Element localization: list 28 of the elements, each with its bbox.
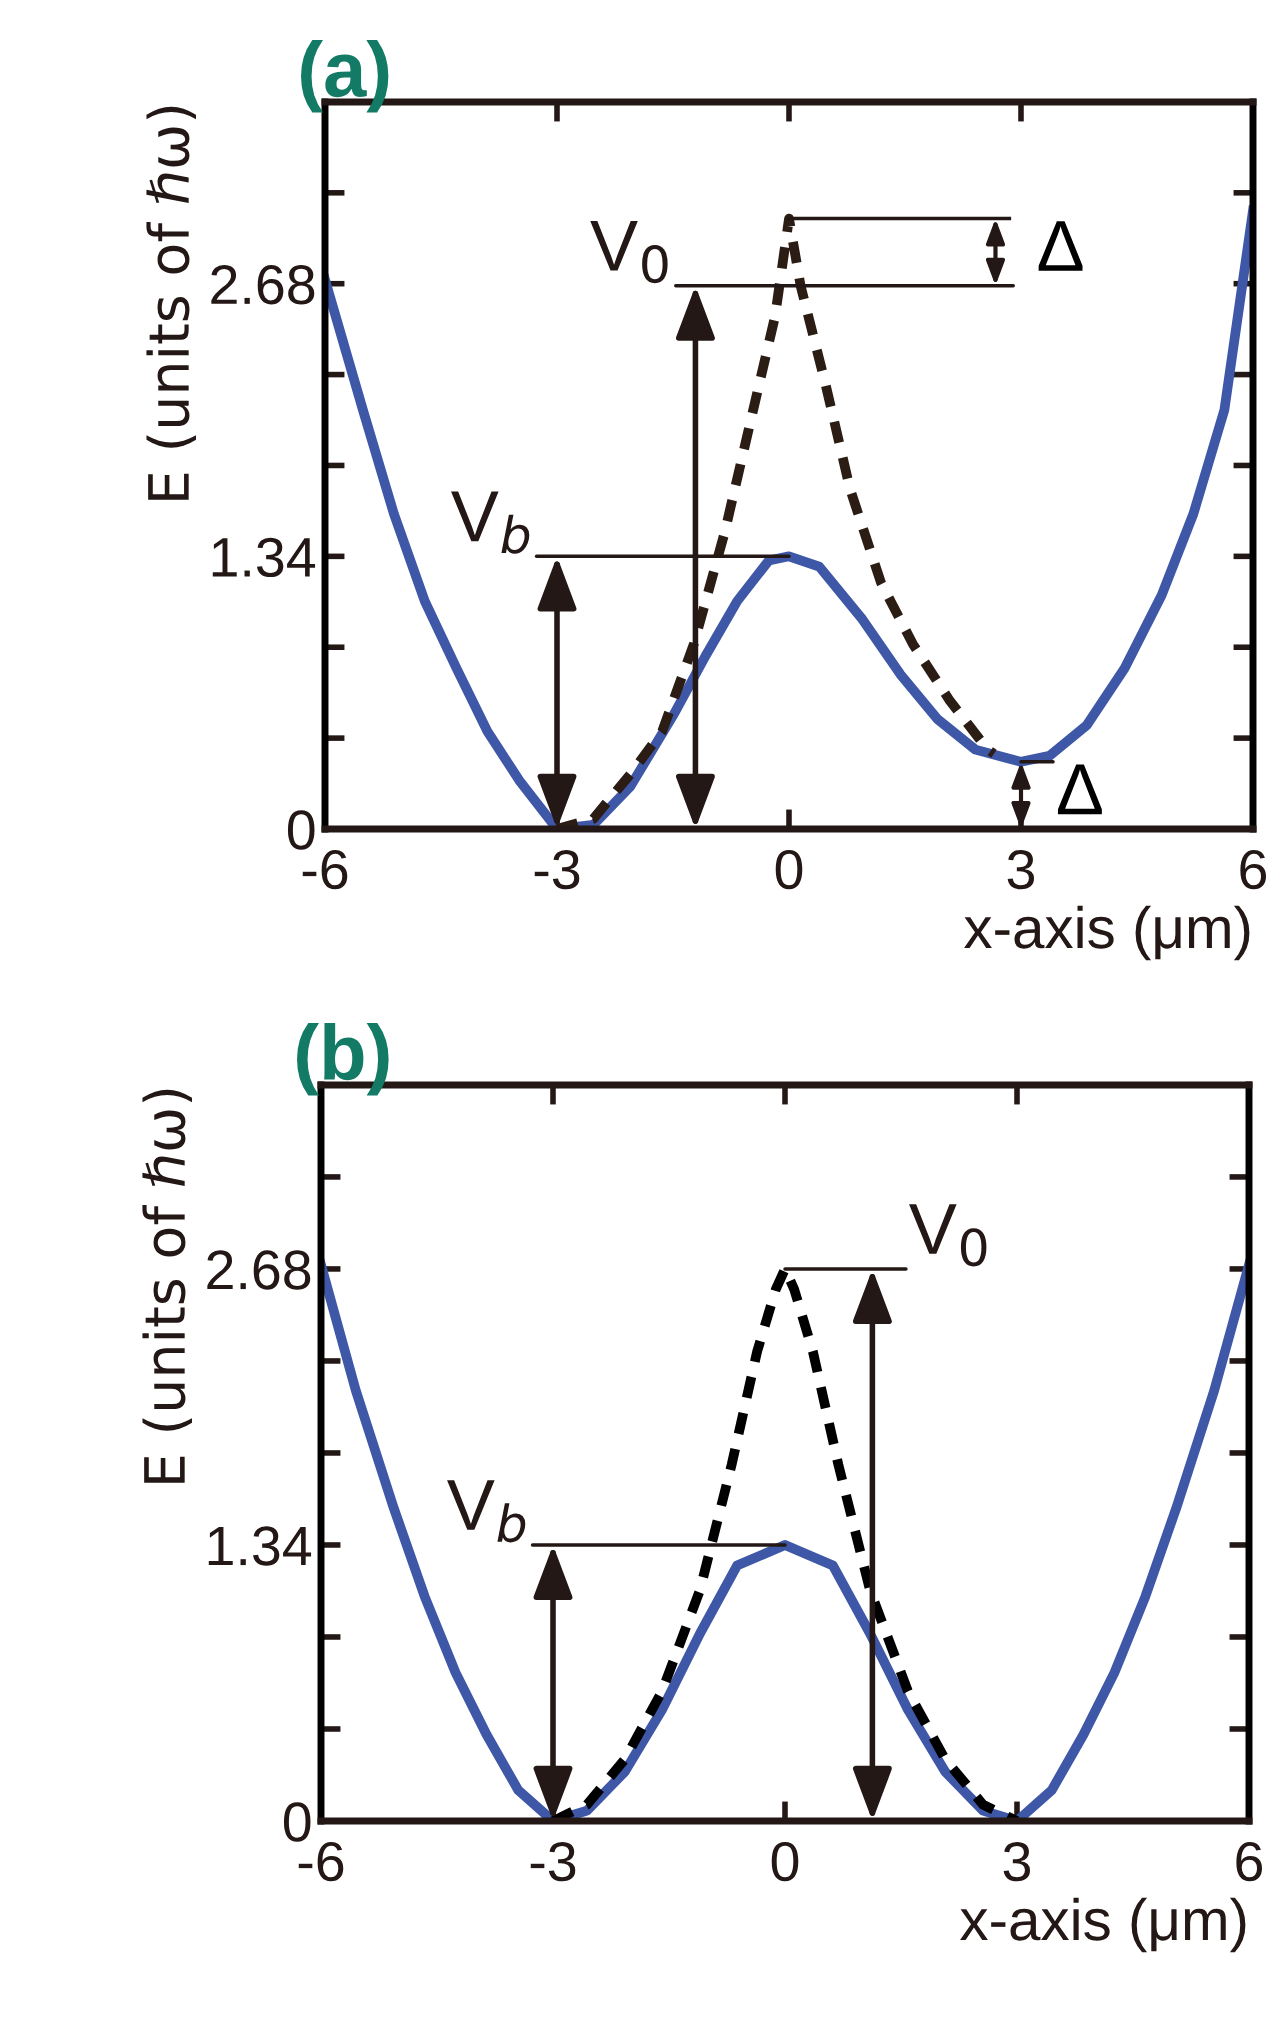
y-axis-title: E (units of ℏω)	[142, 1089, 192, 1483]
annotation: V$_{b}$	[451, 491, 530, 554]
x-tick-label: 0	[771, 1841, 799, 1882]
chart-title: (b)	[297, 1023, 389, 1096]
annotation: Δ	[1057, 764, 1102, 815]
x-tick-label: 6	[1240, 849, 1267, 890]
annotation: V$_{b}$	[447, 1480, 526, 1543]
y-tick-label: 0	[283, 1802, 311, 1842]
x-axis-title: x-axis (μm)	[964, 905, 1250, 961]
y-tick-label: 2.68	[207, 1250, 311, 1290]
y-tick-label: 1.34	[212, 537, 316, 578]
y-tick-label: 2.68	[211, 265, 315, 305]
x-tick-label: 6	[1236, 1841, 1263, 1882]
x-tick-label: -6	[302, 849, 348, 890]
x-tick-label: -3	[534, 849, 580, 890]
x-axis-title: x-axis (μm)	[960, 1897, 1246, 1953]
x-tick-label: 0	[775, 849, 803, 890]
y-tick-label: 0	[287, 810, 315, 850]
annotation: Δ	[1038, 221, 1083, 271]
annotation: V$_{0}$	[590, 220, 668, 284]
annotation: V$_{0}$	[909, 1204, 987, 1267]
x-tick-label: 3	[1003, 1841, 1031, 1882]
x-tick-label: -3	[530, 1841, 576, 1882]
y-axis-title: E (units of ℏω)	[146, 106, 196, 500]
x-tick-label: 3	[1007, 849, 1035, 890]
x-tick-label: -6	[298, 1841, 344, 1882]
chart-title: (a)	[301, 40, 389, 113]
y-tick-label: 1.34	[208, 1526, 312, 1566]
